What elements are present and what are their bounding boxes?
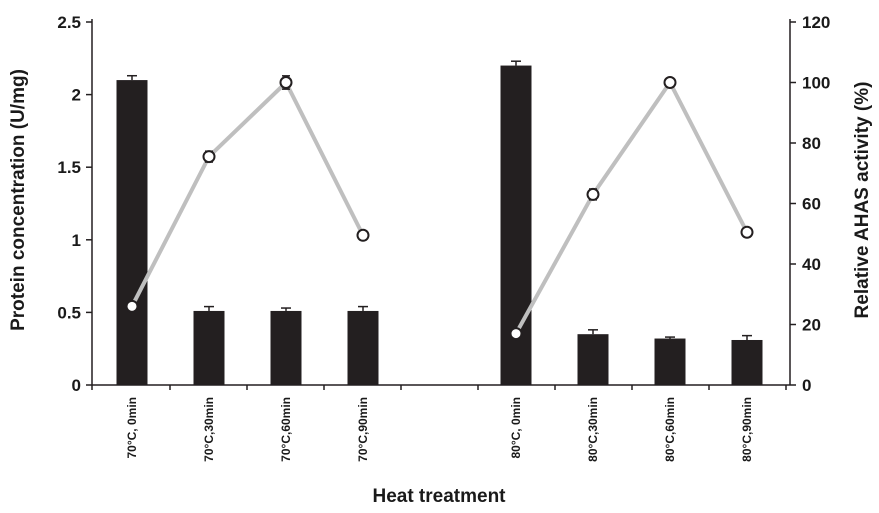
- category-label: 70°C, 0min: [125, 397, 139, 459]
- activity-point: [356, 228, 370, 242]
- y-axis-title: Protein concentration (U/mg): [8, 69, 29, 331]
- axes-layer: [86, 19, 796, 390]
- activity-point: [279, 76, 293, 89]
- activity-point: [740, 225, 754, 239]
- y-tick-label: 0.5: [57, 303, 81, 322]
- bar: [731, 339, 763, 385]
- category-label: 70°C,30min: [202, 397, 216, 462]
- category-label: 70°C,60min: [279, 397, 293, 462]
- y-tick-label: 0: [72, 376, 81, 395]
- activity-point: [202, 150, 216, 164]
- bar: [347, 310, 379, 385]
- y2-tick-label: 80: [802, 134, 821, 153]
- category-label: 80°C,30min: [586, 397, 600, 462]
- activity-point: [586, 187, 600, 201]
- y2-tick-label: 120: [802, 13, 830, 32]
- bars-layer: [116, 60, 763, 385]
- y-tick-label: 2.5: [57, 13, 81, 32]
- y-tick-label: 1.5: [57, 158, 81, 177]
- activity-point: [125, 299, 139, 313]
- category-label: 80°C,90min: [740, 397, 754, 462]
- y-tick-label: 2: [72, 86, 81, 105]
- labels-layer: 0 0.5 1 1.5 2 2.5 0 20 40 60 80 100 120 70°C, 0min 70°…: [57, 13, 830, 462]
- y-tick-label: 1: [72, 231, 81, 250]
- category-label: 70°C,90min: [356, 397, 370, 462]
- activity-point: [663, 76, 677, 89]
- activity-point: [509, 327, 523, 341]
- activity-line: [130, 80, 365, 308]
- bar: [116, 80, 148, 385]
- bar: [577, 334, 609, 385]
- y2-tick-label: 100: [802, 74, 830, 93]
- category-label: 80°C,60min: [663, 397, 677, 462]
- bar: [193, 310, 225, 385]
- y2-tick-label: 60: [802, 195, 821, 214]
- bar: [270, 310, 302, 385]
- y2-axis-title: Relative AHAS activity (%): [852, 82, 873, 319]
- y2-tick-label: 40: [802, 255, 821, 274]
- activity-line: [514, 80, 749, 335]
- y2-tick-label: 0: [802, 376, 811, 395]
- y2-tick-label: 20: [802, 316, 821, 335]
- line-layer: [125, 75, 754, 341]
- x-axis-title: Heat treatment: [372, 486, 506, 507]
- bar: [654, 338, 686, 385]
- category-label: 80°C, 0min: [509, 397, 523, 459]
